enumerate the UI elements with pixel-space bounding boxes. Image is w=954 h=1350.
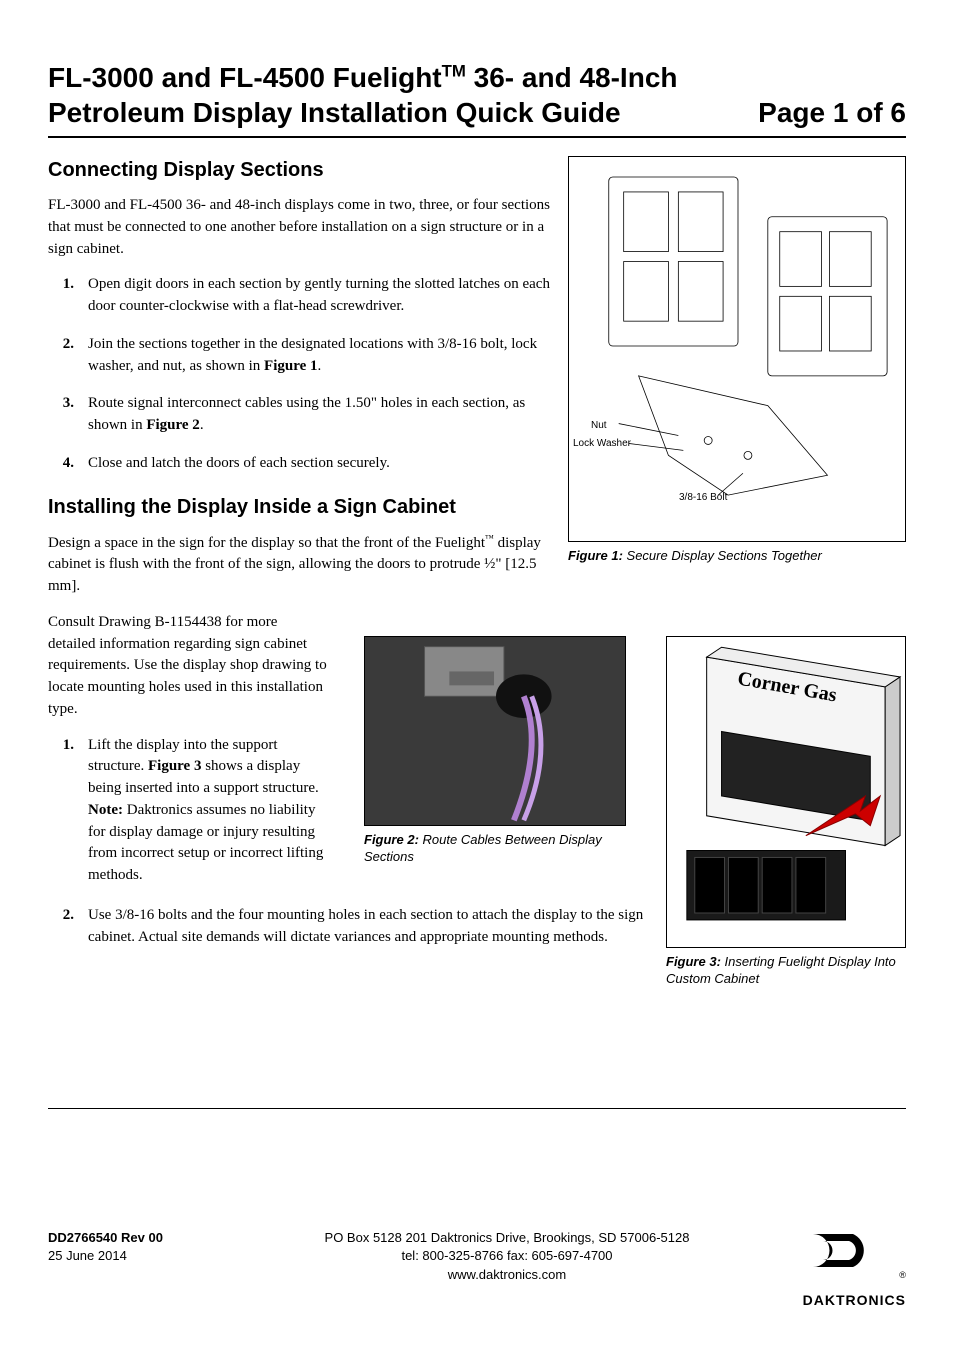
list-item: 1. Lift the display into the support str… <box>48 735 328 887</box>
figure-1-caption: Figure 1: Secure Display Sections Togeth… <box>568 548 906 565</box>
section2-steps: 1. Lift the display into the support str… <box>48 735 328 887</box>
page-footer: DD2766540 Rev 00 25 June 2014 PO Box 512… <box>48 1229 906 1310</box>
fig1-label-bolt: 3/8-16 Bolt <box>679 491 727 506</box>
footer-web: www.daktronics.com <box>248 1266 766 1284</box>
list-item: 2.Join the sections together in the desi… <box>48 334 568 378</box>
step-text: Lift the display into the support struct… <box>88 735 328 887</box>
fig1-label-nut: Nut <box>591 419 607 434</box>
figure-3: Corner Gas Figure 3: Inserting Fuelight … <box>666 636 906 988</box>
figure-2-image <box>364 636 626 826</box>
figure-2-caption: Figure 2: Route Cables Between Display S… <box>364 832 626 866</box>
section2-p1: Design a space in the sign for the displ… <box>48 532 568 598</box>
title-main: FL-3000 and FL-4500 FuelightTM 36- and 4… <box>48 60 728 130</box>
section1-steps: 1.Open digit doors in each section by ge… <box>48 274 568 474</box>
section1-heading: Connecting Display Sections <box>48 156 568 185</box>
footer-phone: tel: 800-325-8766 fax: 605-697-4700 <box>248 1247 766 1265</box>
step-text: Open digit doors in each section by gent… <box>88 274 568 318</box>
page-number: Page 1 of 6 <box>738 95 906 130</box>
footer-rule <box>48 1108 906 1109</box>
section2-steps-cont: 2.Use 3/8-16 bolts and the four mounting… <box>48 905 648 949</box>
step-text: Use 3/8-16 bolts and the four mounting h… <box>88 905 648 949</box>
step-text: Join the sections together in the design… <box>88 334 568 378</box>
doc-date: 25 June 2014 <box>48 1247 248 1265</box>
step-text: Route signal interconnect cables using t… <box>88 393 568 437</box>
fig1-label-washer: Lock Washer <box>573 437 631 452</box>
figure-3-caption: Figure 3: Inserting Fuelight Display Int… <box>666 954 906 988</box>
list-item: 4.Close and latch the doors of each sect… <box>48 453 568 475</box>
section2-heading: Installing the Display Inside a Sign Cab… <box>48 493 568 522</box>
section1-intro: FL-3000 and FL-4500 36- and 48-inch disp… <box>48 195 568 260</box>
figure-1-image: Nut Lock Washer 3/8-16 Bolt <box>568 156 906 542</box>
step-text: Close and latch the doors of each sectio… <box>88 453 568 475</box>
brand-name: DAKTRONICS <box>803 1291 906 1311</box>
figure-1: Nut Lock Washer 3/8-16 Bolt Figure 1: Se… <box>568 156 906 565</box>
footer-address: PO Box 5128 201 Daktronics Drive, Brooki… <box>248 1229 766 1247</box>
page-title: FL-3000 and FL-4500 FuelightTM 36- and 4… <box>48 60 906 138</box>
list-item: 3.Route signal interconnect cables using… <box>48 393 568 437</box>
list-item: 1.Open digit doors in each section by ge… <box>48 274 568 318</box>
figure-3-image: Corner Gas <box>666 636 906 948</box>
daktronics-logo: ® DAKTRONICS <box>803 1229 906 1310</box>
doc-id: DD2766540 Rev 00 <box>48 1229 248 1247</box>
figure-2: Figure 2: Route Cables Between Display S… <box>364 636 626 866</box>
list-item: 2.Use 3/8-16 bolts and the four mounting… <box>48 905 648 949</box>
section2-p2: Consult Drawing B-1154438 for more detai… <box>48 612 328 721</box>
